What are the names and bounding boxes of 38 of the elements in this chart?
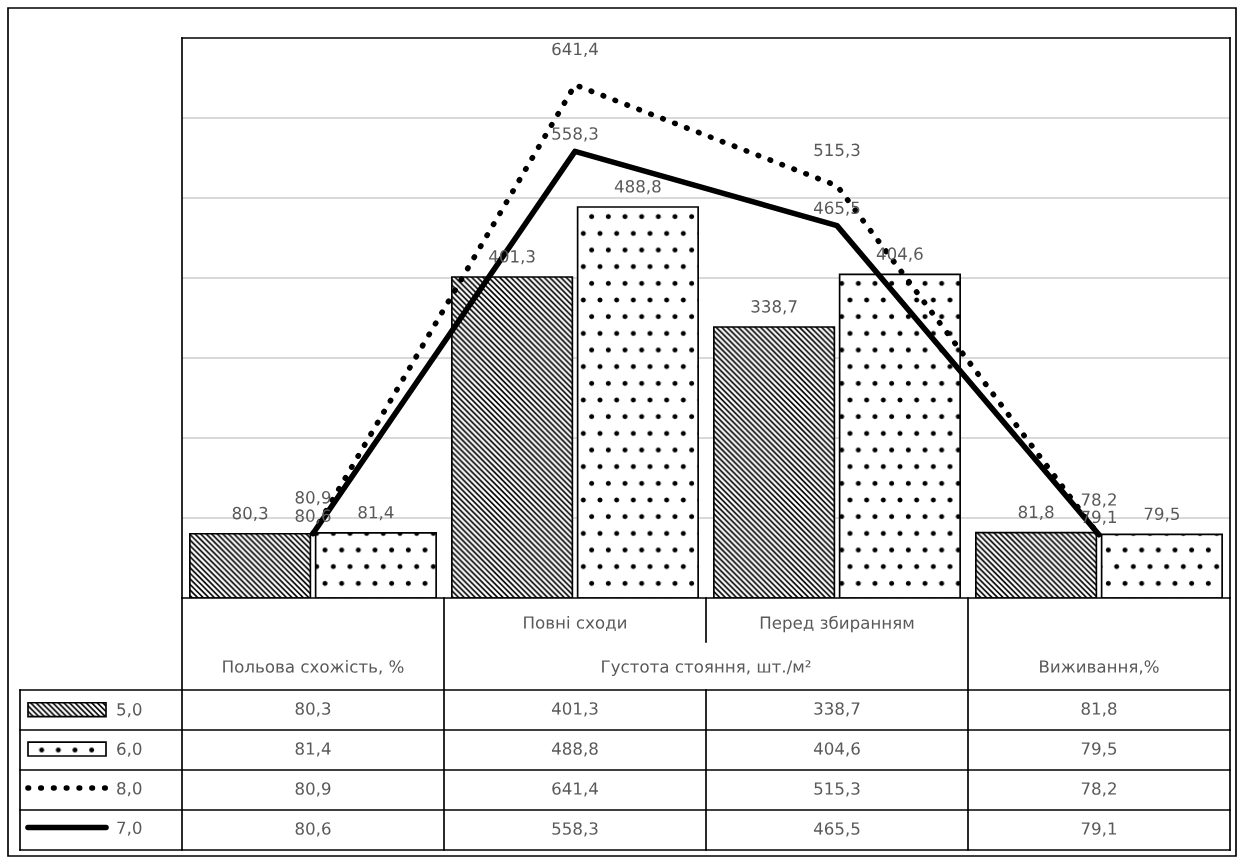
data-label: 78,2	[1081, 782, 1116, 797]
data-label: 79,1	[1081, 822, 1117, 837]
legend-label: 8,0	[117, 781, 142, 797]
data-label: 515,3	[814, 782, 860, 797]
text: 465,5	[813, 201, 860, 216]
data-label: 80,9	[295, 782, 331, 797]
text: Густота стояння, шт./м²	[602, 660, 811, 677]
data-label: 79,5	[1081, 742, 1117, 757]
text: 558,3	[552, 127, 598, 142]
data-label: 465,5	[813, 822, 860, 837]
text: 79,5	[1144, 507, 1179, 522]
text: 81,4	[358, 505, 394, 521]
legend-label: 7,0	[117, 821, 142, 836]
text: 80,3	[232, 506, 268, 522]
data-label: 81,4	[295, 742, 331, 757]
x-tick-label: Повні сходи	[524, 615, 626, 631]
text: 338,7	[751, 300, 797, 315]
data-label: 641,4	[552, 782, 598, 797]
text: 404,6	[876, 247, 923, 262]
data-label: 488,8	[551, 742, 598, 757]
text: 78,2	[1081, 493, 1116, 508]
x-tick-label: Польова схожість, %	[223, 659, 404, 675]
text: 515,3	[814, 143, 860, 158]
legend-label: 5,0	[117, 703, 142, 718]
data-label: 80,3	[295, 702, 331, 717]
text: 80,9	[295, 491, 331, 506]
data-label: 401,3	[551, 702, 598, 717]
x-tick-label: Виживання,%	[1040, 660, 1159, 675]
data-label: 404,6	[813, 742, 860, 757]
legend-label: 6,0	[117, 742, 142, 757]
data-label: 80,6	[295, 822, 331, 837]
data-label: 81,8	[1081, 702, 1117, 717]
text: 81,8	[1018, 505, 1054, 520]
data-label: 338,7	[814, 702, 860, 717]
text: 641,4	[552, 42, 598, 57]
text: 488,8	[614, 180, 661, 195]
data-label: 558,3	[552, 822, 598, 837]
x-tick-label: Перед збиранням	[760, 615, 914, 633]
